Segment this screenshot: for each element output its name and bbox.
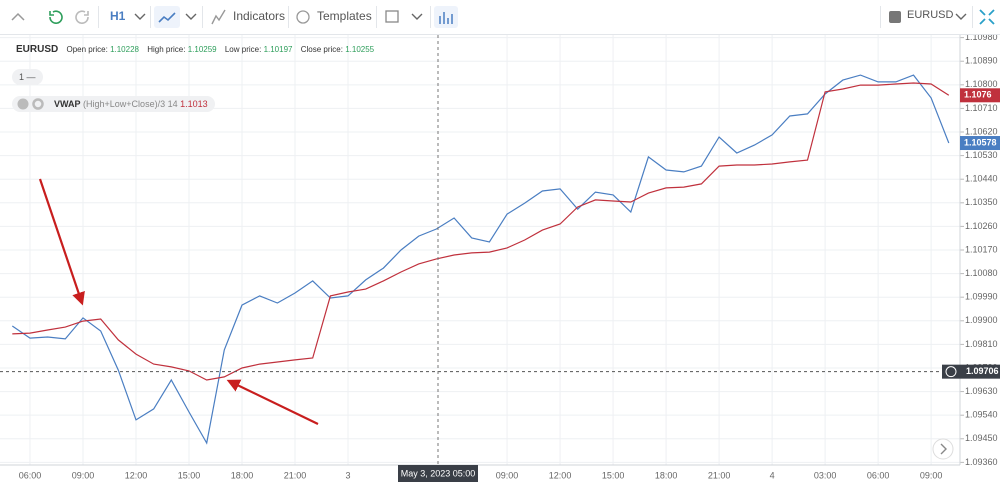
x-tick-label: 18:00 (655, 470, 678, 480)
calendar-icon[interactable] (385, 10, 399, 23)
y-tick-label: 1.10710 (965, 103, 998, 113)
redo-icon[interactable] (75, 10, 89, 24)
crosshair-time-box (398, 465, 478, 482)
remove-indicator[interactable] (17, 98, 29, 110)
y-tick-label: 1.10530 (965, 150, 998, 160)
y-tick-label: 1.10080 (965, 268, 998, 278)
volume-button[interactable] (434, 6, 458, 28)
templates-button[interactable]: Templates (317, 9, 372, 23)
legend-value: 1.10259 (187, 45, 217, 54)
templates-icon (296, 10, 310, 24)
annotation-arrow (226, 379, 319, 425)
y-tick-label: 1.09630 (965, 386, 998, 396)
y-tick-label: 1.09900 (965, 315, 998, 325)
indicator-value: 1.1013 (180, 99, 208, 109)
series-line (11, 74, 950, 445)
legend-label: Close price: (300, 45, 343, 54)
calendar-dropdown[interactable] (411, 13, 423, 20)
scroll-right-button[interactable] (932, 438, 954, 460)
crosshair-price-label: 1.09706 (966, 366, 999, 376)
x-tick-label: 18:00 (231, 470, 254, 480)
legend: EURUSD Open price: 1.10228 High price: 1… (16, 44, 380, 55)
interval-dropdown[interactable] (134, 13, 146, 20)
undo-icon[interactable] (49, 10, 63, 24)
symbol-button[interactable]: EURUSD (907, 9, 954, 21)
last-value-label: 1.10578 (964, 137, 997, 147)
separator (430, 6, 431, 28)
x-tick-label: 09:00 (72, 470, 95, 480)
indicator-name: VWAP (54, 99, 81, 109)
crosshair-time-label: May 3, 2023 05:00 (401, 468, 476, 478)
y-tick-label: 1.10800 (965, 79, 998, 89)
annotation-arrow (38, 178, 85, 306)
indicator-pill: VWAP (High+Low+Close)/3 14 1.1013 (12, 96, 215, 112)
legend-symbol: EURUSD (16, 44, 59, 55)
toolbar-icons (11, 6, 995, 28)
separator (376, 6, 377, 28)
x-tick-label: 15:00 (602, 470, 625, 480)
x-tick-label: 21:00 (284, 470, 307, 480)
separator (202, 6, 203, 28)
x-tick-label: 09:00 (920, 470, 943, 480)
fullscreen-icon[interactable] (979, 9, 995, 25)
x-tick-label: 21:00 (708, 470, 731, 480)
legend-label: Low price: (224, 45, 262, 54)
line-icon (158, 12, 176, 23)
indicators-button[interactable]: Indicators (233, 9, 286, 23)
chart-type-button[interactable] (154, 6, 180, 28)
last-value-label: 1.1076 (964, 90, 992, 100)
scroll-right-icon (940, 443, 947, 455)
separator (98, 6, 99, 28)
separator (880, 6, 881, 28)
crosshair-marker (945, 366, 957, 378)
last-value-box (960, 88, 1000, 103)
toolbar: H1 Indicators Templates EURUSD (0, 0, 1000, 35)
legend-value: 1.10255 (345, 45, 375, 54)
volume-icon (439, 12, 453, 24)
y-tick-label: 1.09360 (965, 457, 998, 467)
x-tick-label: 06:00 (867, 470, 890, 480)
x-tick-label: 03:00 (814, 470, 837, 480)
indicator-counter[interactable]: 1 — (12, 69, 43, 85)
y-tick-label: 1.10170 (965, 244, 998, 254)
x-tick-label: 06:00 (19, 470, 42, 480)
crosshair-price-box (942, 364, 1000, 379)
last-value-box (960, 136, 1000, 151)
x-tick-label: 12:00 (549, 470, 572, 480)
y-tick-label: 1.10620 (965, 126, 998, 136)
legend-label: High price: (147, 45, 186, 54)
x-tick-label: 12:00 (125, 470, 148, 480)
x-tick-label: 4 (770, 470, 775, 480)
y-tick-label: 1.09810 (965, 339, 998, 349)
separator (150, 6, 151, 28)
y-tick-label: 1.09990 (965, 292, 998, 302)
series-line (12, 82, 950, 381)
legend-label: Open price: (66, 45, 108, 54)
collapse-icon[interactable] (11, 12, 25, 21)
x-tick-label: 09:00 (496, 470, 519, 480)
legend-value: 1.10228 (110, 45, 139, 54)
chart-type-dropdown[interactable] (185, 13, 197, 20)
x-tick-label: 15:00 (178, 470, 201, 480)
y-tick-label: 1.10980 (965, 35, 998, 42)
separator (288, 6, 289, 28)
y-tick-label: 1.10260 (965, 221, 998, 231)
y-tick-label: 1.10440 (965, 174, 998, 184)
separator (972, 6, 973, 28)
y-tick-label: 1.10350 (965, 197, 998, 207)
symbol-dropdown[interactable] (955, 13, 967, 20)
indicators-icon (211, 9, 226, 25)
indicator-settings[interactable] (32, 98, 44, 110)
y-tick-label: 1.09450 (965, 433, 998, 443)
y-tick-label: 1.10890 (965, 56, 998, 66)
indicator-params: (High+Low+Close)/3 14 (83, 99, 178, 109)
interval-button[interactable]: H1 (110, 9, 126, 23)
y-tick-label: 1.09540 (965, 410, 998, 420)
indicator-controls (17, 98, 44, 110)
x-tick-label: 3 (346, 470, 351, 480)
legend-value: 1.10197 (263, 45, 293, 54)
symbol-icon (889, 11, 901, 23)
